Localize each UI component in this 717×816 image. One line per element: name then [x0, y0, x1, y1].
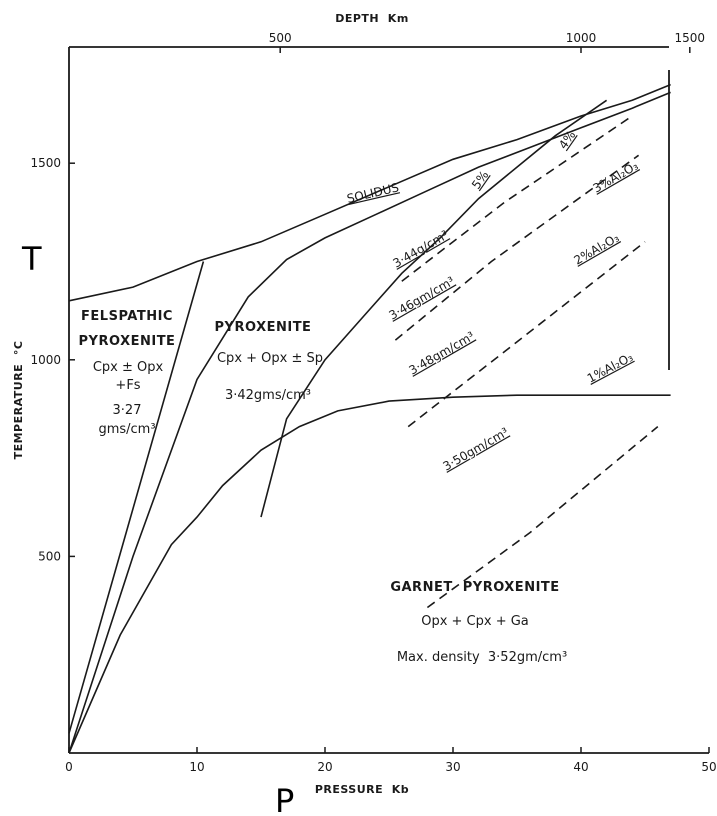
curve-5: [260, 99, 608, 518]
garnet-minerals: Opx + Cpx + Ga: [421, 614, 529, 629]
top-tick-label: 1500: [675, 31, 706, 45]
three-percent-label: 3%Al₂O₃: [591, 159, 641, 196]
solidus-label: SOLIDUS: [346, 180, 401, 206]
five-percent-label: 5%: [469, 168, 491, 192]
pyroxenite-minerals: Cpx + Opx ± Sp: [217, 351, 323, 366]
curve-solidus: [68, 83, 671, 302]
curve-4: [401, 115, 633, 282]
garnet-name: GARNET PYROXENITE: [390, 580, 559, 595]
top-tick-label: 1000: [566, 31, 597, 45]
y-tick-label: 1000: [30, 353, 61, 367]
felspathic-density-1: 3·27: [113, 403, 142, 418]
boundary-curves: [68, 83, 671, 754]
felspathic-name-1: FELSPATHIC: [81, 309, 173, 324]
boundary-curve-2: [68, 91, 671, 754]
density-348-label: 3·48gm/cm³: [407, 329, 478, 378]
x-tick-label: 50: [701, 760, 716, 774]
top-axis-title: DEPTH Km: [335, 12, 409, 25]
y-tick-label: 500: [38, 549, 61, 563]
axis-ticks: 0 10 20 30 40 50 500 1000 1500 500 1000 1500: [30, 31, 716, 774]
x-tick-label: 30: [445, 760, 460, 774]
curve-3-al2o3: [394, 154, 640, 341]
boundary-curve-1: [68, 261, 205, 734]
felspathic-name-2: PYROXENITE: [79, 334, 176, 349]
x-tick-label: 0: [65, 760, 73, 774]
y-tick-label: 1500: [30, 156, 61, 170]
pyroxenite-density: 3·42gms/cm³: [225, 388, 311, 403]
pyroxenite-name: PYROXENITE: [215, 320, 312, 335]
garnet-density: Max. density 3·52gm/cm³: [397, 650, 567, 665]
one-percent-label: 1%Al₂O₃: [585, 350, 636, 386]
density-350-label: 3·50gm/cm³: [441, 425, 512, 474]
x-axis-title: PRESSURE Kb: [315, 783, 409, 796]
two-percent-label: 2%Al₂O₃: [572, 231, 622, 268]
four-percent-label: 4%: [556, 128, 578, 152]
boundary-curve-3: [68, 394, 671, 754]
felspathic-density-2: gms/cm³: [98, 422, 155, 437]
x-tick-label: 40: [573, 760, 588, 774]
curve-2-al2o3: [407, 241, 646, 428]
felspathic-minerals-2: +Fs: [115, 378, 140, 393]
x-tick-label: 20: [317, 760, 332, 774]
pressure-letter: P: [275, 782, 294, 816]
y-axis-title: TEMPERATURE °C: [12, 341, 25, 460]
felspathic-minerals-1: Cpx ± Opx: [93, 360, 164, 375]
curve-1-al2o3: [426, 425, 659, 609]
top-tick-label: 500: [269, 31, 292, 45]
density-344-label: 3·44g/cm³: [391, 228, 451, 271]
temperature-letter: T: [21, 240, 42, 278]
x-tick-label: 10: [189, 760, 204, 774]
